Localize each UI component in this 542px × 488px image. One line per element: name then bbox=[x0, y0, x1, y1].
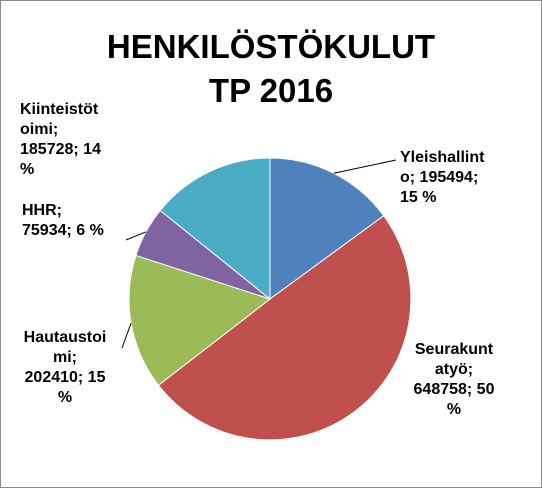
data-label-hautaustoimi: Hautaustoi mi; 202410; 15 % bbox=[23, 329, 107, 406]
leader-line-hautaustoimi bbox=[121, 322, 132, 349]
leader-line-hhr bbox=[125, 231, 147, 241]
chart-title-line-1: HENKILÖSTÖKULUT bbox=[106, 28, 436, 65]
pie-slice-kiinteistotoimi bbox=[159, 157, 271, 301]
data-label-yleishallinto: Yleishallint o; 195494; 15 % bbox=[400, 149, 485, 206]
leader-line-yleishallinto bbox=[333, 159, 397, 174]
data-label-kiinteistotoimi: Kiinteistöt oimi; 185728; 14 % bbox=[20, 101, 101, 178]
pie-slice-seurakuntatyo bbox=[157, 215, 412, 441]
data-label-hhr: HHR; 75934; 6 % bbox=[22, 202, 104, 239]
chart-title-line-2: TP 2016 bbox=[208, 72, 334, 109]
data-label-seurakuntatyo: Seurakunt atyö; 648758; 50 % bbox=[413, 341, 495, 418]
